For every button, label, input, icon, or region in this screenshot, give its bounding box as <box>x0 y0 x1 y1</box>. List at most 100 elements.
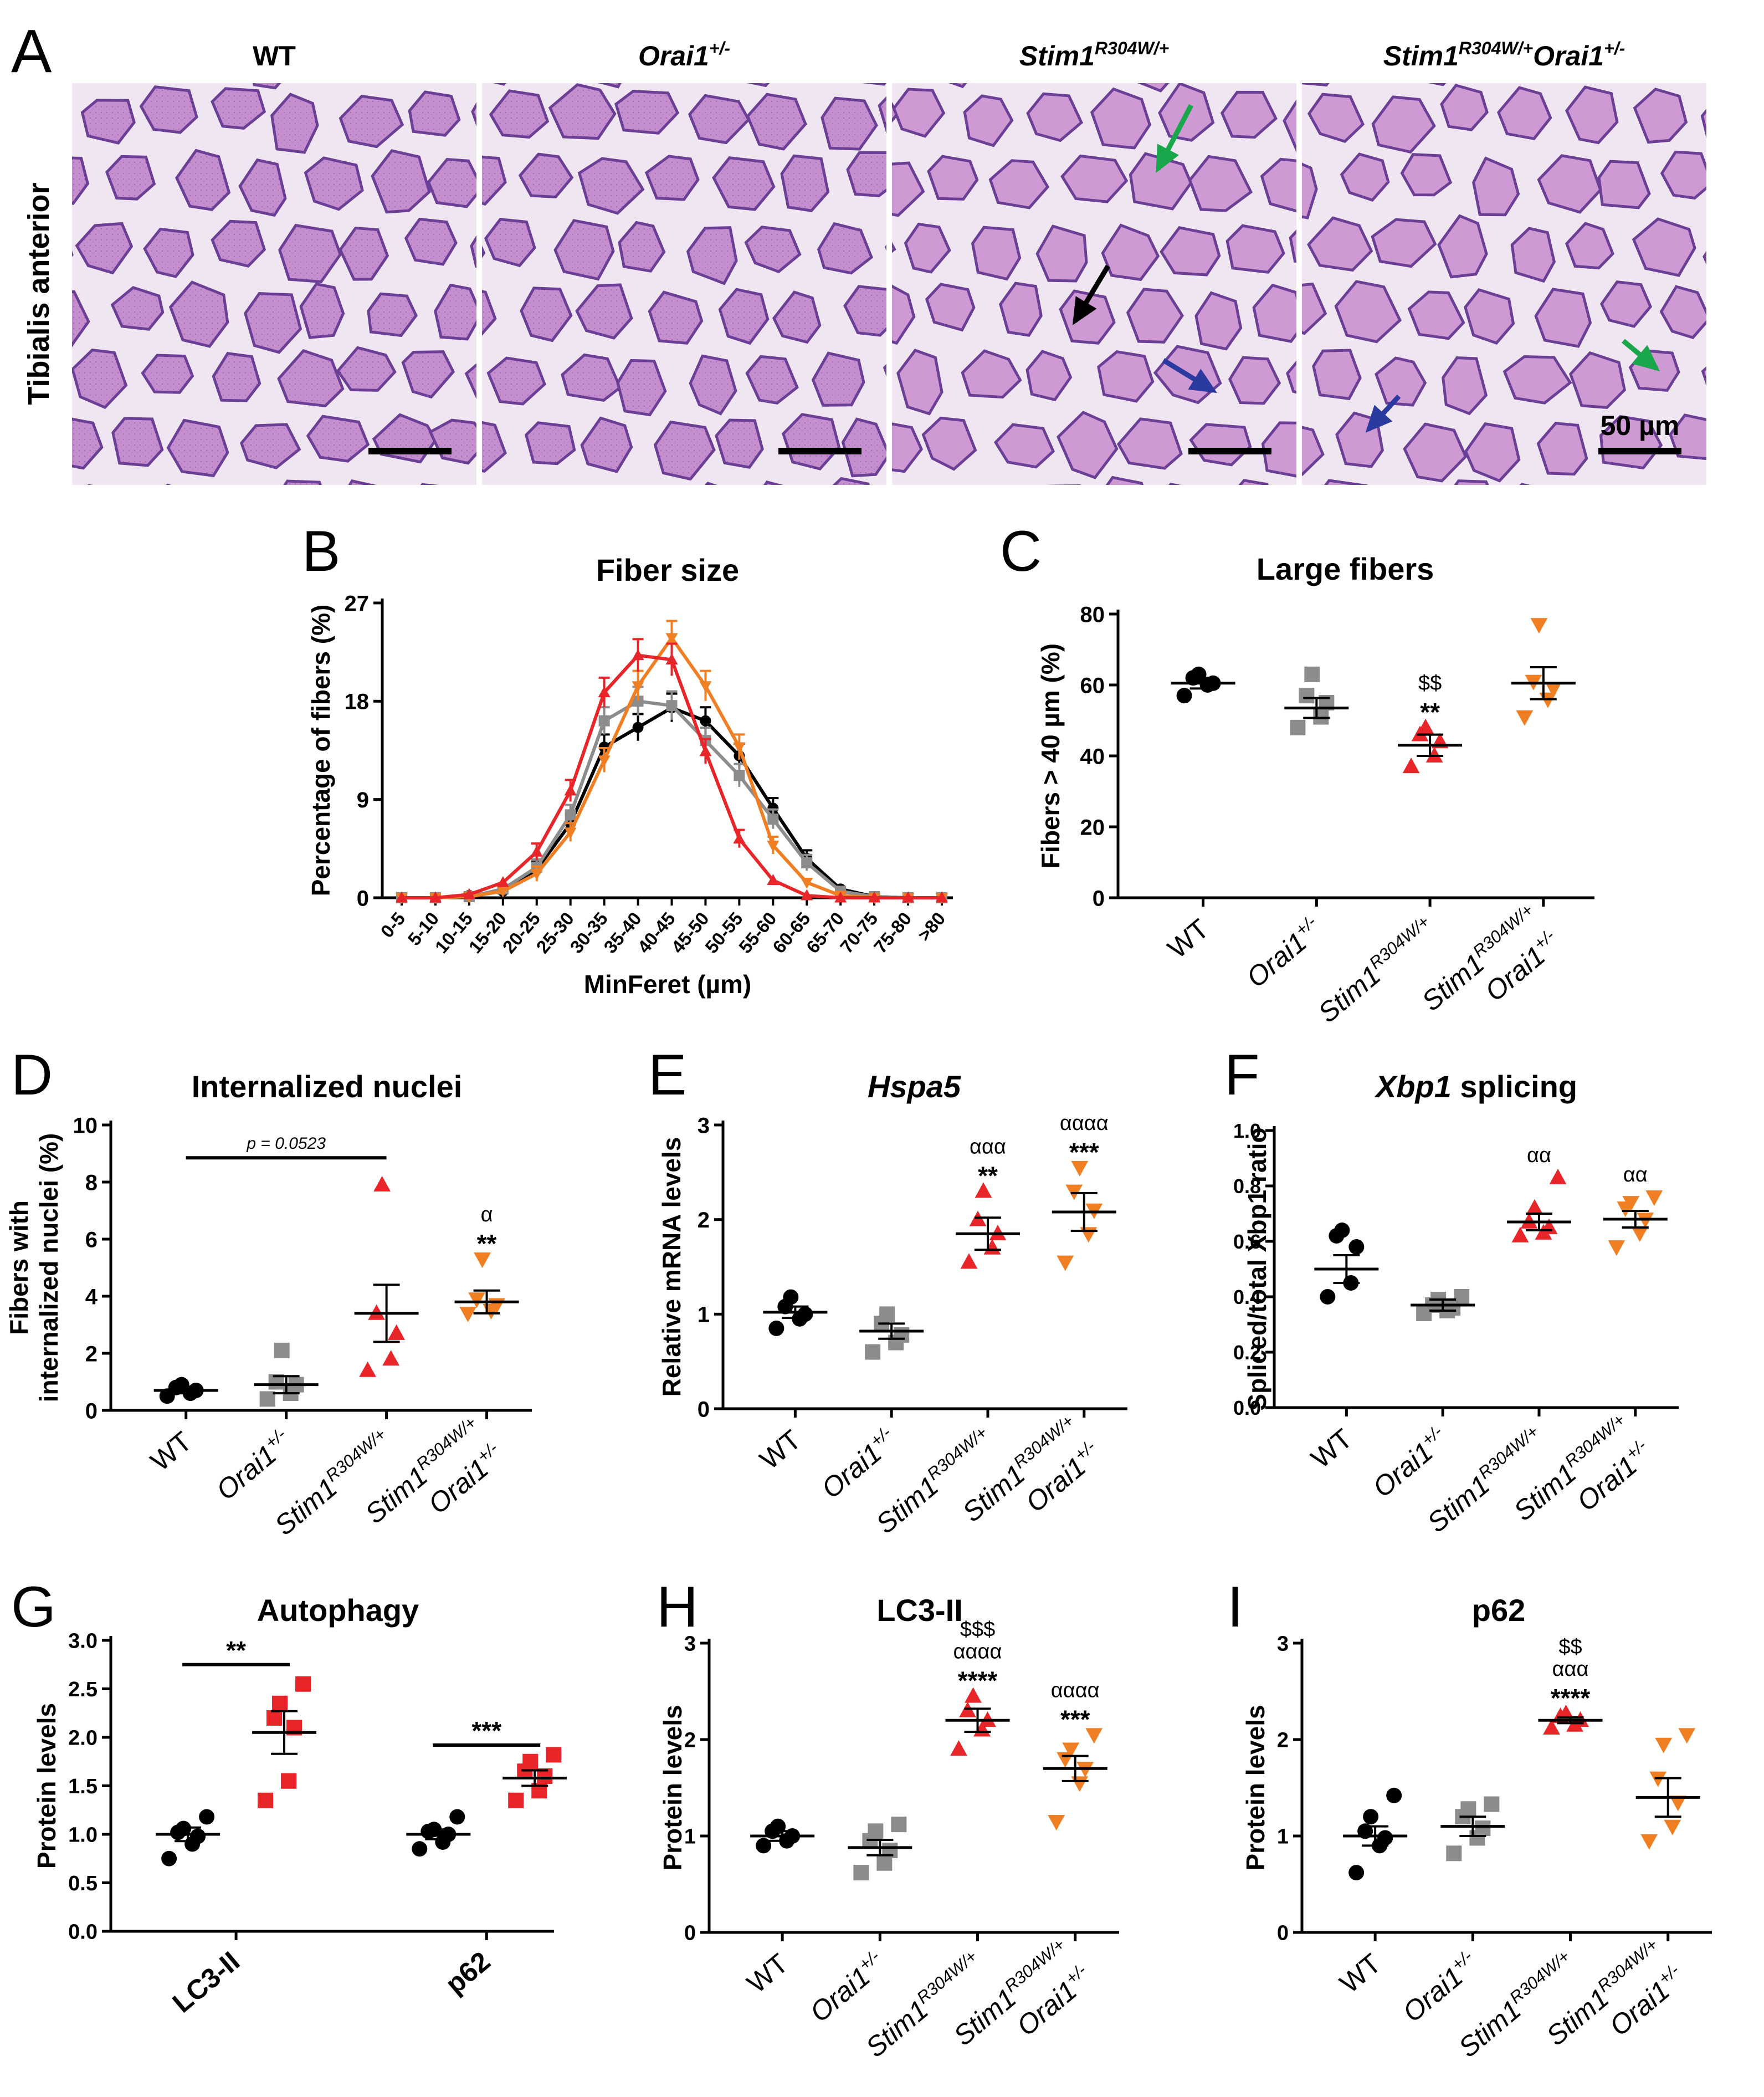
x-tick-label: >80 <box>914 908 949 945</box>
muscle-fiber <box>72 156 90 206</box>
muscle-fiber <box>622 488 675 546</box>
muscle-fiber <box>1400 153 1453 197</box>
y-tick-label: 8 <box>85 1170 98 1195</box>
muscle-fiber <box>927 155 979 201</box>
y-axis-label-line2: internalized nuclei (%) <box>34 1133 63 1403</box>
series-point <box>632 722 644 733</box>
data-point <box>1304 666 1320 682</box>
data-point <box>894 1327 910 1343</box>
muscle-fiber <box>239 423 301 469</box>
muscle-fiber <box>12 492 66 544</box>
x-tick-label: 55-60 <box>735 908 781 957</box>
chart-title: Xbp1 splicing <box>1374 1069 1577 1104</box>
muscle-fiber <box>862 83 886 86</box>
muscle-fiber <box>960 487 1006 545</box>
y-tick-label: 1 <box>1277 1825 1289 1849</box>
significance-annotation: α <box>481 1203 493 1226</box>
data-point <box>1454 1289 1470 1305</box>
y-tick-label: 2 <box>1277 1729 1289 1752</box>
muscle-fiber <box>524 421 576 466</box>
muscle-fiber <box>892 284 916 345</box>
muscle-fiber <box>817 222 874 275</box>
muscle-fiber <box>744 226 802 274</box>
muscle-fiber <box>879 489 934 542</box>
arrow-head <box>1156 144 1180 173</box>
y-axis-label: Fibers with <box>4 1200 33 1335</box>
chart-panel-g: G Autophagy Protein levels 0.0 0.5 1.0 1.5 2.0 2… <box>11 1575 567 2019</box>
data-point <box>359 1361 377 1377</box>
muscle-fiber <box>52 27 97 72</box>
muscle-fiber <box>427 157 476 208</box>
muscle-fiber <box>1442 356 1488 416</box>
data-point <box>1363 1809 1379 1825</box>
muscle-fiber <box>1660 150 1706 200</box>
muscle-fiber <box>539 490 593 538</box>
series-point <box>496 876 509 887</box>
data-point <box>281 1773 297 1789</box>
muscle-fiber <box>877 26 935 76</box>
y-tick-label: 1 <box>698 1303 710 1327</box>
y-axis-label: Protein levels <box>32 1703 61 1869</box>
muscle-fiber <box>299 282 345 339</box>
muscle-fiber <box>139 85 198 134</box>
data-point <box>865 1344 881 1360</box>
muscle-fiber <box>482 245 486 258</box>
histology-image <box>482 83 934 546</box>
data-point <box>522 1753 539 1769</box>
muscle-fiber <box>166 418 229 478</box>
series-point <box>801 857 813 868</box>
muscle-fiber <box>493 83 507 86</box>
data-point <box>797 1306 813 1322</box>
muscle-fiber <box>1324 479 1368 485</box>
data-point <box>449 1809 465 1825</box>
muscle-fiber <box>72 349 128 410</box>
x-tick-label: WT <box>145 1426 198 1477</box>
data-point <box>1417 718 1434 734</box>
muscle-fiber <box>475 484 527 536</box>
muscle-fiber <box>377 25 429 72</box>
p-value-label: p = 0.0523 <box>246 1134 326 1153</box>
scale-bar <box>368 448 452 454</box>
data-point <box>1080 1227 1098 1243</box>
y-tick-label: 0 <box>1093 886 1105 911</box>
chart-title: Autophagy <box>257 1593 419 1628</box>
data-point <box>1475 1820 1491 1837</box>
data-point <box>1377 1830 1393 1846</box>
muscle-fiber <box>780 154 830 212</box>
muscle-fiber <box>371 551 417 610</box>
muscle-fiber <box>801 32 852 83</box>
muscle-fiber <box>1340 152 1390 202</box>
muscle-fiber <box>141 354 194 394</box>
muscle-fiber <box>712 156 776 211</box>
muscle-fiber <box>183 27 235 70</box>
y-tick-label: 0.0 <box>68 1921 98 1944</box>
muscle-fiber <box>489 89 550 139</box>
muscle-fiber <box>1599 415 1663 470</box>
x-tick-label: Orai1+/- <box>814 1423 903 1505</box>
muscle-fiber <box>1168 482 1181 485</box>
scale-bar-label: 50 µm <box>1601 410 1680 441</box>
y-tick-label: 10 <box>73 1113 98 1138</box>
data-point <box>1545 682 1562 698</box>
muscle-fiber <box>883 364 886 377</box>
muscle-fiber <box>1225 224 1285 274</box>
x-tick-label: 70-75 <box>836 908 882 957</box>
significance-annotation: ** <box>978 1161 998 1190</box>
data-point <box>1176 688 1192 704</box>
muscle-fiber <box>404 217 458 266</box>
series-point <box>767 814 779 825</box>
muscle-fiber <box>1126 288 1184 344</box>
y-tick-label: 6 <box>85 1227 98 1252</box>
arrow-head <box>1188 369 1217 393</box>
data-point <box>1460 1801 1476 1817</box>
panel-a-column-title: Stim1R304W/+ <box>1019 38 1169 71</box>
muscle-fiber <box>686 226 738 285</box>
y-axis-label: Protein levels <box>658 1705 687 1870</box>
x-tick-label: WT <box>1162 913 1215 965</box>
x-tick-label: 40-45 <box>633 908 679 957</box>
panel-letter: G <box>11 1575 56 1639</box>
data-point <box>1631 1226 1649 1242</box>
muscle-fiber <box>1568 351 1627 410</box>
muscle-fiber <box>1669 413 1706 461</box>
